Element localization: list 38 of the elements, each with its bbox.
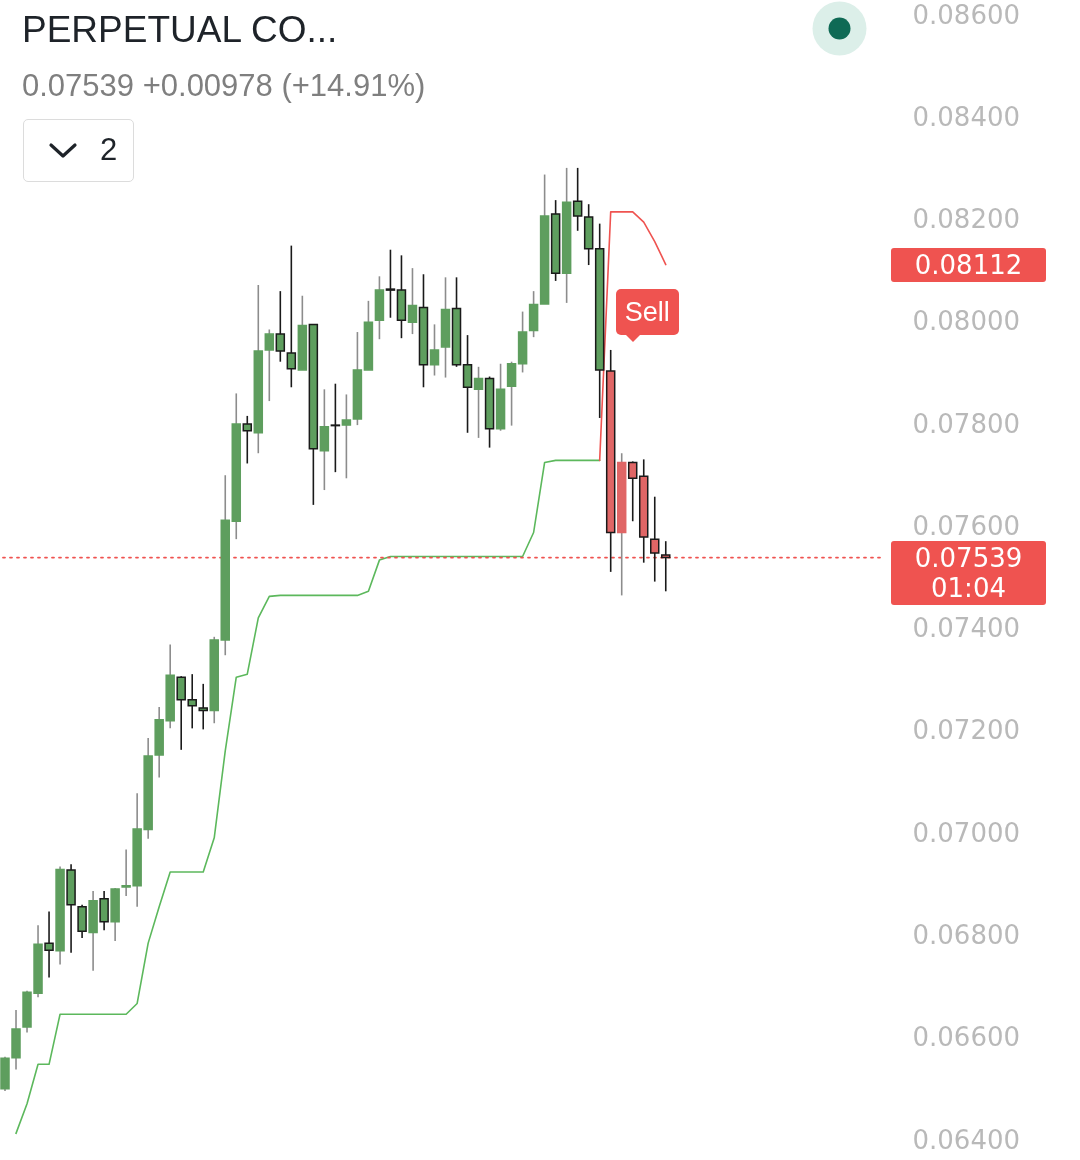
y-tick-label: 0.08600	[912, 0, 1021, 30]
annotation: Sell	[615, 288, 679, 335]
text: 0.08112	[891, 249, 1046, 280]
candlestick	[462, 334, 473, 434]
y-tick-label: 0.07000	[912, 817, 1021, 848]
candlestick	[661, 540, 671, 593]
candlestick	[506, 360, 517, 427]
candlestick	[572, 167, 583, 232]
ref-line-label: 0.07539	[913, 542, 1024, 573]
dropdown-button[interactable]: 2	[23, 119, 134, 182]
line-series	[598, 211, 667, 462]
candlestick	[286, 244, 297, 389]
y-tick-label: 0.06600	[912, 1022, 1021, 1053]
candlestick	[407, 267, 418, 335]
y-tick-label: 0.07600	[912, 510, 1021, 541]
y-tick-label: 0.06400	[912, 1124, 1021, 1155]
text: 01:04	[930, 572, 1007, 603]
y-tick-label: 0.07200	[912, 715, 1021, 746]
annotation: 2	[100, 132, 118, 168]
candlestick	[385, 248, 396, 319]
candlestick	[264, 328, 275, 402]
candlestick	[242, 415, 253, 465]
y-tick-label: 0.07800	[912, 408, 1021, 439]
candlestick	[650, 495, 660, 583]
y-tick-label: 0.08400	[912, 101, 1021, 132]
candlestick	[429, 323, 440, 377]
y-tick-label: 0.08000	[912, 306, 1021, 337]
candlestick	[341, 393, 352, 480]
chart-title: PERPETUAL CO...	[22, 8, 338, 52]
candlestick	[627, 460, 638, 523]
y-tick-label: 0.06800	[912, 919, 1021, 950]
candlestick	[275, 290, 286, 363]
line-series	[15, 459, 601, 1135]
y-tick-label: 0.07400	[912, 613, 1021, 644]
y-tick-label: 0.08200	[912, 204, 1021, 235]
candlestick	[330, 382, 341, 473]
text: 0.07539 +0.00978 (+14.91%)	[22, 67, 426, 105]
candlestick	[473, 366, 484, 439]
